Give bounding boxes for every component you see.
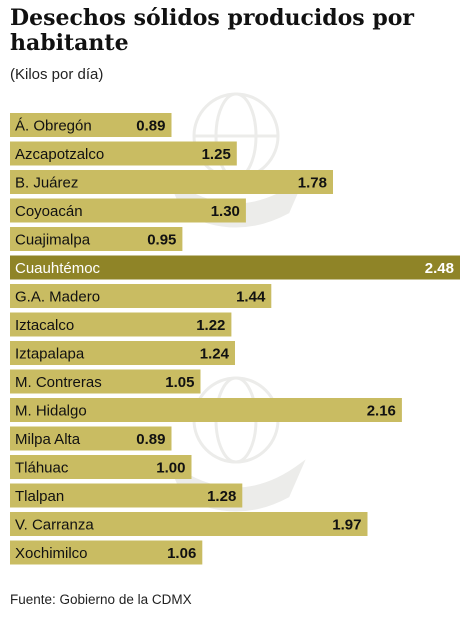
bar-milpa-alta [10,426,172,451]
bar-v-carranza [10,512,368,536]
value-label-xochimilco: 1.06 [167,545,196,562]
value-label-g-a-madero: 1.44 [236,289,266,306]
category-label-cuajimalpa: Cuajimalpa [15,232,91,249]
category-label-b-juarez: B. Juárez [15,175,78,192]
bar-cuauhtemoc [10,255,460,280]
category-label-iztacalco: Iztacalco [15,317,74,334]
chart-title: Desechos sólidos producidos por habitant… [10,5,414,56]
bar-g-a-madero [10,284,272,308]
bar-m-contreras [10,369,201,394]
category-label-iztapalapa: Iztapalapa [15,346,85,363]
category-label-a-obregon: Á. Obregón [15,118,92,135]
category-label-milpa-alta: Milpa Alta [15,431,81,448]
category-label-m-hidalgo: M. Hidalgo [15,403,87,420]
value-label-azcapotzalco: 1.25 [202,146,231,163]
bar-azcapotzalco [10,141,237,166]
chart-subtitle: (Kilos por día) [10,66,104,83]
value-label-tlalpan: 1.28 [207,488,236,505]
source-note: Fuente: Gobierno de la CDMX [10,592,192,607]
bar-m-hidalgo [10,398,402,422]
value-label-coyoacan: 1.30 [211,203,240,220]
category-label-coyoacan: Coyoacán [15,203,83,220]
category-label-m-contreras: M. Contreras [15,374,102,391]
value-label-tlahuac: 1.00 [156,460,185,477]
bar-a-obregon [10,113,172,137]
value-label-m-hidalgo: 2.16 [367,403,396,420]
category-label-xochimilco: Xochimilco [15,545,88,562]
category-label-tlalpan: Tlalpan [15,488,64,505]
value-label-v-carranza: 1.97 [332,517,361,534]
value-label-m-contreras: 1.05 [165,374,194,391]
bar-iztapalapa [10,341,235,365]
value-label-milpa-alta: 0.89 [136,431,165,448]
bar-xochimilco [10,540,203,565]
value-label-a-obregon: 0.89 [136,118,165,135]
category-label-tlahuac: Tláhuac [15,460,69,477]
bar-tlalpan [10,483,243,508]
category-label-cuauhtemoc: Cuauhtémoc [15,260,101,277]
bar-tlahuac [10,455,192,479]
value-label-iztapalapa: 1.24 [200,346,230,363]
value-label-iztacalco: 1.22 [196,317,225,334]
value-label-b-juarez: 1.78 [298,175,327,192]
value-label-cuajimalpa: 0.95 [147,232,176,249]
category-label-g-a-madero: G.A. Madero [15,289,100,306]
bar-iztacalco [10,312,232,337]
bar-coyoacan [10,198,246,223]
value-label-cuauhtemoc: 2.48 [425,260,454,277]
bar-cuajimalpa [10,227,183,251]
category-label-v-carranza: V. Carranza [15,517,94,534]
category-label-azcapotzalco: Azcapotzalco [15,146,104,163]
bar-b-juarez [10,170,333,194]
